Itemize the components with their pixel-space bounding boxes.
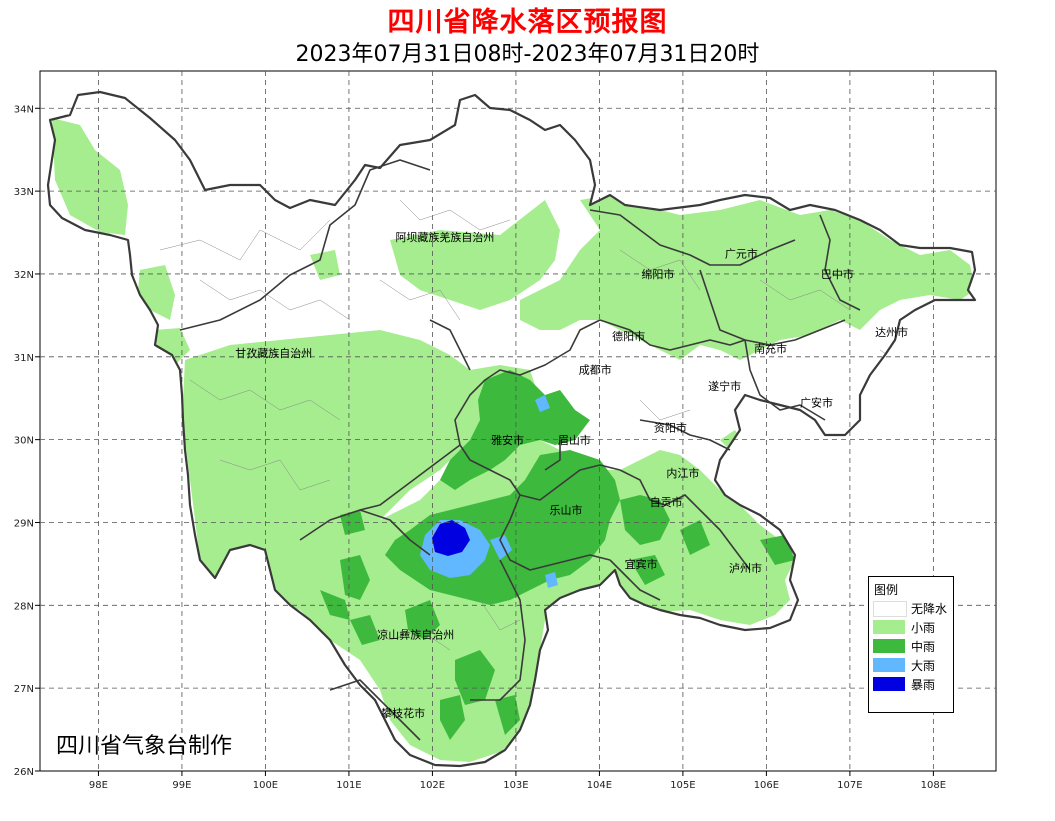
- city-label: 达州市: [875, 325, 908, 339]
- lat-tick-label: 30N: [14, 436, 34, 447]
- credit-label: 四川省气象台制作: [56, 734, 233, 759]
- legend-title: 图例: [874, 583, 899, 597]
- city-label: 雅安市: [491, 433, 524, 447]
- lat-tick-label: 31N: [14, 353, 34, 364]
- lat-tick-label: 28N: [14, 601, 34, 612]
- city-label: 内江市: [666, 466, 699, 480]
- city-label: 广元市: [725, 246, 758, 260]
- legend-item-moderate-rain: 中雨: [873, 637, 951, 654]
- lon-tick-label: 98E: [89, 780, 108, 791]
- legend-label: 小雨: [911, 621, 936, 635]
- lon-tick-label: 104E: [587, 780, 612, 791]
- legend-swatch: [873, 677, 905, 691]
- city-label: 凉山彝族自治州: [377, 627, 454, 641]
- legend-swatch: [873, 658, 905, 672]
- legend-label: 中雨: [911, 640, 936, 654]
- lat-tick-label: 27N: [14, 684, 34, 695]
- legend-swatch: [873, 601, 907, 617]
- map-subtitle: 2023年07月31日08时-2023年07月31日20时: [295, 42, 760, 67]
- city-label: 广安市: [800, 396, 833, 410]
- legend-label: 大雨: [911, 659, 936, 673]
- city-label: 乐山市: [550, 503, 583, 517]
- lon-tick-label: 108E: [921, 780, 946, 791]
- province-boundary: [46, 90, 977, 768]
- lat-tick-label: 26N: [14, 767, 34, 778]
- lon-tick-label: 100E: [253, 780, 278, 791]
- lon-tick-label: 105E: [670, 780, 695, 791]
- city-label: 德阳市: [612, 329, 645, 343]
- legend-label: 暴雨: [911, 678, 936, 692]
- map-title: 四川省降水落区预报图: [387, 7, 668, 38]
- city-label: 遂宁市: [708, 379, 741, 393]
- axis-ticks: 98E 99E 100E 101E 102E 103E 104E 105E 106E 107E 10…: [14, 104, 946, 791]
- city-label: 绵阳市: [641, 267, 674, 281]
- city-label: 巴中市: [821, 267, 854, 281]
- legend-item-rainstorm: 暴雨: [873, 675, 951, 692]
- lat-tick-label: 33N: [14, 187, 34, 198]
- legend-item-light-rain: 小雨: [873, 618, 951, 635]
- lon-tick-label: 103E: [503, 780, 528, 791]
- city-label: 宜宾市: [625, 557, 658, 571]
- legend-label: 无降水: [911, 602, 948, 616]
- city-label: 眉山市: [558, 433, 591, 447]
- city-label: 资阳市: [654, 420, 687, 434]
- rainstorm-area: [432, 520, 470, 556]
- prefecture-boundaries: [179, 159, 861, 741]
- legend-swatch: [873, 620, 905, 634]
- lat-tick-label: 29N: [14, 518, 34, 529]
- legend-item-heavy-rain: 大雨: [873, 656, 951, 673]
- lon-tick-label: 99E: [172, 780, 191, 791]
- lon-tick-label: 106E: [754, 780, 779, 791]
- lat-tick-label: 34N: [14, 104, 34, 115]
- city-label: 阿坝藏族羌族自治州: [395, 230, 494, 244]
- city-label: 成都市: [579, 362, 612, 376]
- city-label: 泸州市: [729, 561, 762, 575]
- lon-tick-label: 101E: [336, 780, 361, 791]
- lon-tick-label: 107E: [837, 780, 862, 791]
- legend-item-no-rain: 无降水: [873, 599, 951, 617]
- city-label: 南充市: [754, 342, 787, 356]
- city-label: 攀枝花市: [381, 706, 425, 720]
- legend-box: 图例 无降水 小雨 中雨 大雨 暴雨: [868, 576, 954, 713]
- city-label: 自贡市: [650, 495, 683, 509]
- city-label: 甘孜藏族自治州: [235, 346, 312, 360]
- lon-tick-label: 102E: [420, 780, 445, 791]
- grid-lines: [40, 71, 996, 771]
- legend-swatch: [873, 639, 905, 653]
- lat-tick-label: 32N: [14, 270, 34, 281]
